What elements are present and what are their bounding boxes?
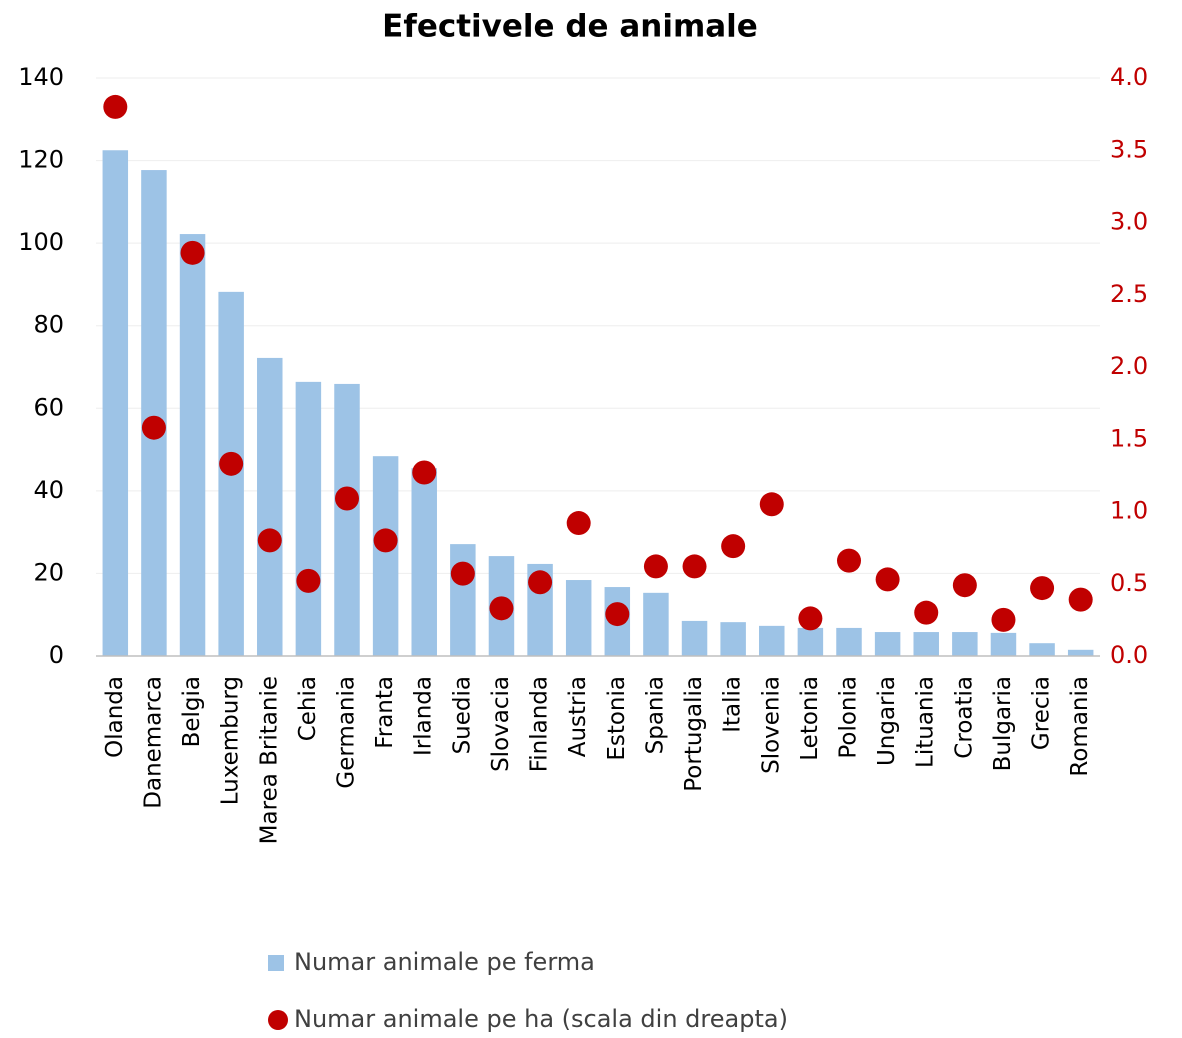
dot: [682, 554, 707, 579]
x-tick-label: Estonia: [604, 676, 630, 761]
bar: [1067, 649, 1094, 656]
dot: [257, 528, 282, 553]
y2-tick-label: 2.5: [1110, 280, 1148, 308]
bar: [952, 632, 978, 656]
x-tick-label: Portugalia: [681, 676, 707, 792]
bar: [450, 544, 476, 656]
dot: [721, 534, 746, 559]
y-tick-label: 40: [33, 476, 64, 504]
y2-tick-label: 3.0: [1110, 208, 1148, 236]
bar: [643, 592, 669, 656]
x-tick-label: Lituania: [913, 676, 939, 768]
dot: [605, 602, 630, 627]
bar: [372, 456, 399, 656]
x-tick-label: Romania: [1067, 676, 1093, 777]
bar: [913, 632, 939, 656]
y-tick-label: 80: [33, 311, 64, 339]
dot: [1068, 587, 1093, 612]
dot: [141, 415, 166, 440]
bar: [141, 170, 167, 656]
bar: [1029, 643, 1055, 656]
bar: [990, 632, 1017, 656]
bar: [565, 580, 592, 656]
x-tick-label: Austria: [565, 676, 591, 757]
x-tick-label: Franta: [372, 676, 398, 749]
dot: [759, 492, 784, 517]
x-tick-label: Germania: [334, 676, 360, 789]
dot: [180, 240, 205, 265]
bar: [797, 627, 824, 656]
dot: [335, 486, 359, 511]
y-tick-label: 60: [33, 393, 64, 421]
y2-tick-label: 3.5: [1110, 135, 1148, 163]
y-tick-label: 140: [18, 63, 64, 91]
x-tick-label: Luxemburg: [218, 676, 244, 805]
x-tick-label: Danemarca: [140, 676, 166, 809]
x-tick-label: Grecia: [1029, 676, 1055, 750]
x-tick-label: Italia: [720, 676, 746, 733]
dot: [643, 554, 668, 579]
y2-tick-label: 4.0: [1110, 63, 1148, 91]
y2-tick-label: 1.5: [1110, 424, 1148, 452]
legend-swatch: [268, 1010, 288, 1030]
x-tick-label: Slovacia: [488, 676, 514, 772]
dot: [450, 561, 475, 586]
x-tick-label: Finlanda: [527, 676, 553, 772]
bar: [179, 234, 206, 656]
y-tick-label: 20: [33, 558, 64, 586]
dot: [528, 570, 553, 595]
bar: [836, 627, 862, 656]
x-tick-label: Cehia: [295, 676, 321, 741]
dot: [489, 596, 514, 621]
dot: [952, 573, 977, 598]
legend-label: Numar animale pe ferma: [294, 948, 595, 976]
dot: [296, 568, 321, 593]
dot: [219, 451, 244, 476]
bar: [102, 150, 129, 656]
x-tick-label: Ungaria: [874, 676, 900, 766]
dot: [566, 511, 591, 536]
y2-tick-label: 0.0: [1110, 641, 1148, 669]
dot: [1030, 576, 1055, 601]
x-tick-label: Belgia: [179, 676, 205, 747]
y2-tick-label: 1.0: [1110, 497, 1148, 525]
y-tick-label: 120: [18, 146, 64, 174]
legend-label: Numar animale pe ha (scala din dreapta): [294, 1005, 788, 1033]
bar: [411, 468, 437, 656]
dot: [412, 460, 437, 485]
bar: [874, 632, 901, 656]
x-tick-label: Polonia: [836, 676, 862, 759]
bar: [681, 620, 708, 656]
x-tick-label: Irlanda: [411, 676, 437, 756]
legend-swatch: [268, 955, 284, 971]
dot: [875, 567, 900, 592]
dot: [914, 600, 939, 625]
dot: [991, 607, 1016, 632]
y-tick-label: 0: [49, 641, 64, 669]
bar: [759, 625, 785, 656]
x-tick-label: Letonia: [797, 676, 823, 761]
y2-tick-label: 0.5: [1110, 569, 1148, 597]
bar: [295, 381, 322, 656]
y-tick-label: 100: [18, 228, 64, 256]
x-tick-label: Bulgaria: [990, 676, 1016, 771]
dot: [103, 94, 128, 119]
x-tick-label: Slovenia: [758, 676, 784, 774]
bar: [257, 357, 283, 656]
x-tick-label: Olanda: [102, 676, 128, 758]
chart-title: Efectivele de animale: [382, 9, 758, 45]
x-tick-label: Suedia: [449, 676, 475, 754]
dot: [798, 606, 823, 631]
dot: [373, 528, 398, 553]
bar: [334, 383, 360, 656]
dot: [837, 548, 861, 573]
x-tick-label: Marea Britanie: [256, 676, 282, 844]
y2-tick-label: 2.0: [1110, 352, 1148, 380]
x-tick-label: Croatia: [951, 676, 977, 759]
bar: [720, 622, 746, 656]
x-tick-label: Spania: [642, 676, 668, 754]
